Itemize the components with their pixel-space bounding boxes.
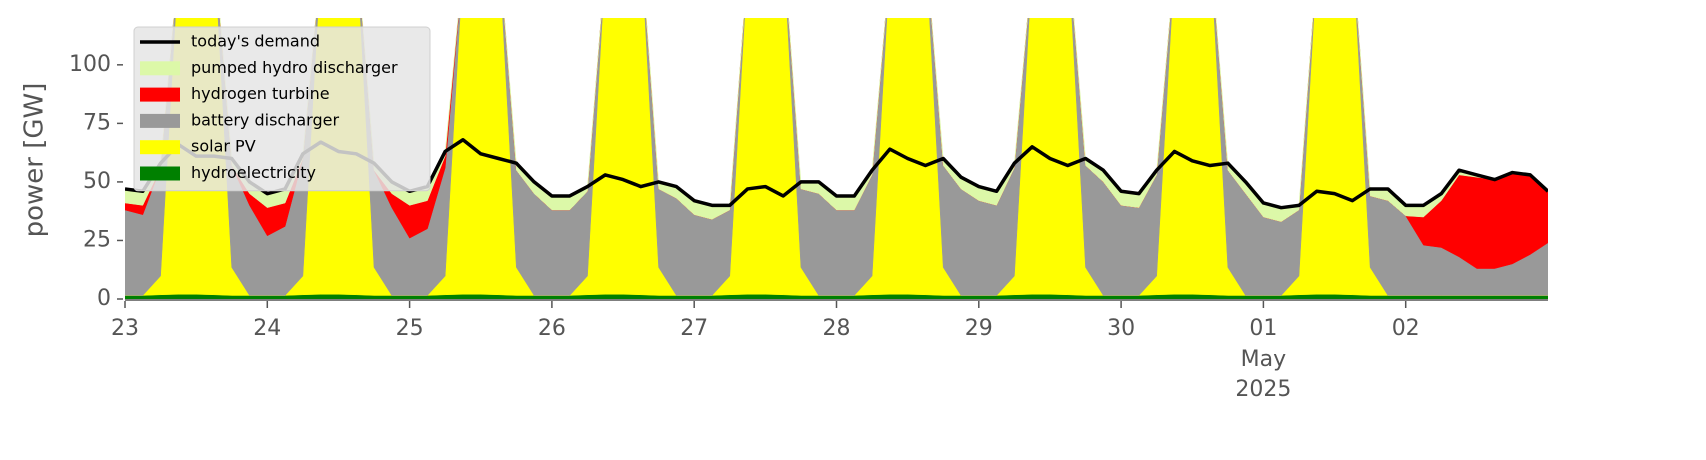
x-tick-label: 30 bbox=[1107, 316, 1135, 341]
x-tick-label: 23 bbox=[111, 316, 139, 341]
legend-swatch bbox=[140, 140, 180, 155]
legend-label: battery discharger bbox=[191, 110, 339, 129]
x-tick-label: 25 bbox=[396, 316, 424, 341]
plot-area bbox=[125, 18, 1548, 299]
x-tick-label: 01 bbox=[1249, 316, 1277, 341]
x-tick-label: 27 bbox=[680, 316, 708, 341]
x-tick-label: 02 bbox=[1392, 316, 1420, 341]
legend-label: today's demand bbox=[191, 32, 320, 51]
y-tick-label: 25 bbox=[83, 227, 111, 252]
legend-swatch bbox=[140, 61, 180, 76]
legend-swatch bbox=[140, 113, 180, 128]
x-tick-label: 24 bbox=[253, 316, 281, 341]
x-tick-label: 29 bbox=[965, 316, 993, 341]
y-axis-label: power [GW] bbox=[20, 83, 50, 238]
year-label: 2025 bbox=[1235, 377, 1291, 402]
y-tick-label: 100 bbox=[69, 52, 111, 77]
x-tick-label: 26 bbox=[538, 316, 566, 341]
y-tick-label: 0 bbox=[97, 286, 111, 311]
legend-label: hydrogen turbine bbox=[191, 84, 330, 103]
month-label: May bbox=[1241, 347, 1286, 372]
area bbox=[125, 18, 1548, 296]
x-tick-label: 28 bbox=[823, 316, 851, 341]
legend-box bbox=[133, 26, 431, 192]
y-tick-label: 75 bbox=[83, 110, 111, 135]
legend-swatch bbox=[140, 166, 180, 181]
legend-swatch bbox=[140, 87, 180, 102]
legend-label: pumped hydro discharger bbox=[191, 58, 398, 77]
legend-label: solar PV bbox=[191, 137, 256, 156]
legend-label: hydroelectricity bbox=[191, 163, 316, 182]
y-tick-label: 50 bbox=[83, 169, 111, 194]
